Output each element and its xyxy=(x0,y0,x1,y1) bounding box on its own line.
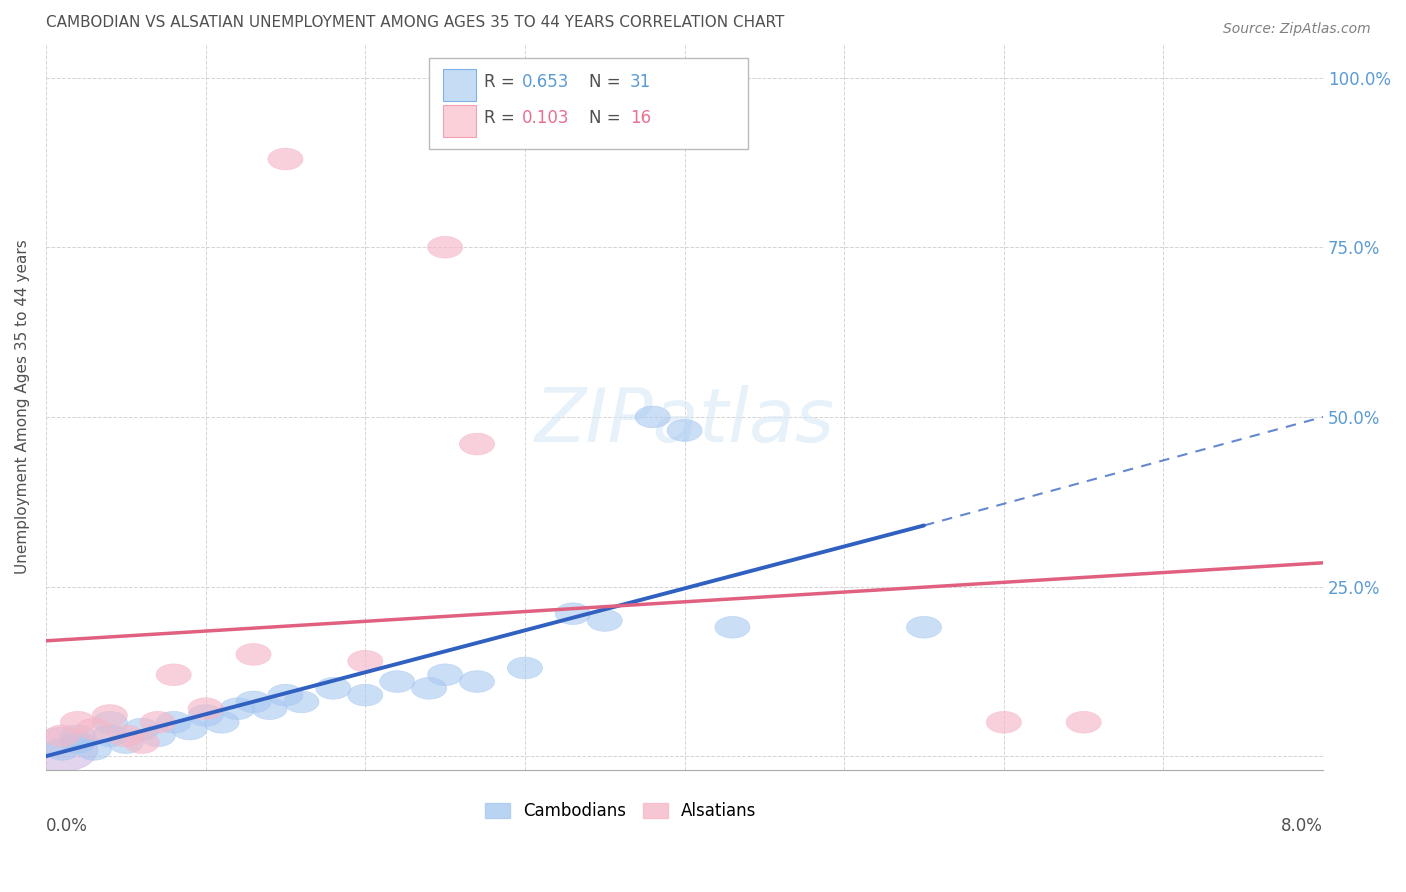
Ellipse shape xyxy=(188,705,224,726)
Ellipse shape xyxy=(93,705,128,726)
Ellipse shape xyxy=(93,712,128,733)
Text: N =: N = xyxy=(589,73,626,91)
Ellipse shape xyxy=(93,725,128,747)
FancyBboxPatch shape xyxy=(443,69,477,101)
Text: Source: ZipAtlas.com: Source: ZipAtlas.com xyxy=(1223,22,1371,37)
Ellipse shape xyxy=(76,739,111,760)
Ellipse shape xyxy=(1066,712,1101,733)
Ellipse shape xyxy=(284,691,319,713)
FancyBboxPatch shape xyxy=(443,105,477,137)
Ellipse shape xyxy=(412,677,447,699)
Ellipse shape xyxy=(124,731,159,754)
Ellipse shape xyxy=(156,664,191,686)
Ellipse shape xyxy=(219,698,254,720)
Ellipse shape xyxy=(380,671,415,692)
Ellipse shape xyxy=(27,727,98,772)
Ellipse shape xyxy=(204,712,239,733)
Text: R =: R = xyxy=(484,73,520,91)
Ellipse shape xyxy=(60,731,96,754)
Ellipse shape xyxy=(60,712,96,733)
Text: 0.103: 0.103 xyxy=(523,110,569,128)
Legend: Cambodians, Alsatians: Cambodians, Alsatians xyxy=(478,796,763,827)
Text: 0.0%: 0.0% xyxy=(46,817,87,835)
Ellipse shape xyxy=(347,684,382,706)
Ellipse shape xyxy=(45,725,80,747)
Ellipse shape xyxy=(252,698,287,720)
Ellipse shape xyxy=(427,236,463,258)
Text: 0.653: 0.653 xyxy=(523,73,569,91)
Text: 8.0%: 8.0% xyxy=(1281,817,1323,835)
Ellipse shape xyxy=(45,739,80,760)
Ellipse shape xyxy=(108,725,143,747)
Ellipse shape xyxy=(316,677,352,699)
Ellipse shape xyxy=(269,684,304,706)
Ellipse shape xyxy=(588,609,623,632)
Ellipse shape xyxy=(986,712,1021,733)
Ellipse shape xyxy=(907,616,942,638)
Ellipse shape xyxy=(156,712,191,733)
Ellipse shape xyxy=(172,718,207,739)
Ellipse shape xyxy=(236,643,271,665)
FancyBboxPatch shape xyxy=(429,58,748,149)
Ellipse shape xyxy=(460,671,495,692)
Ellipse shape xyxy=(269,148,304,169)
Ellipse shape xyxy=(714,616,749,638)
Ellipse shape xyxy=(76,718,111,739)
Ellipse shape xyxy=(555,603,591,624)
Ellipse shape xyxy=(124,718,159,739)
Ellipse shape xyxy=(60,725,96,747)
Ellipse shape xyxy=(141,712,176,733)
Ellipse shape xyxy=(141,725,176,747)
Ellipse shape xyxy=(236,691,271,713)
Text: N =: N = xyxy=(589,110,626,128)
Text: 31: 31 xyxy=(630,73,651,91)
Text: CAMBODIAN VS ALSATIAN UNEMPLOYMENT AMONG AGES 35 TO 44 YEARS CORRELATION CHART: CAMBODIAN VS ALSATIAN UNEMPLOYMENT AMONG… xyxy=(46,15,785,30)
Ellipse shape xyxy=(427,664,463,686)
Text: 16: 16 xyxy=(630,110,651,128)
Y-axis label: Unemployment Among Ages 35 to 44 years: Unemployment Among Ages 35 to 44 years xyxy=(15,239,30,574)
Ellipse shape xyxy=(636,406,671,428)
Ellipse shape xyxy=(666,419,702,442)
Text: R =: R = xyxy=(484,110,520,128)
Ellipse shape xyxy=(460,434,495,455)
Ellipse shape xyxy=(188,698,224,720)
Text: ZIPatlas: ZIPatlas xyxy=(534,385,835,458)
Ellipse shape xyxy=(347,650,382,672)
Ellipse shape xyxy=(508,657,543,679)
Ellipse shape xyxy=(108,731,143,754)
